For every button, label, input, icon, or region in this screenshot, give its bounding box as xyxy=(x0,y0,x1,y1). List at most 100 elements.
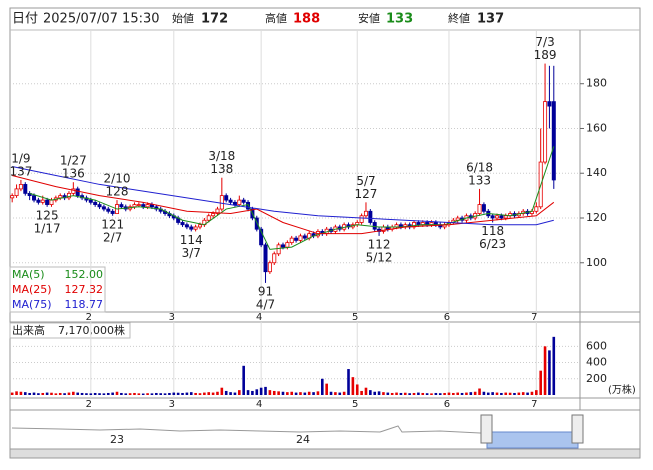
navigator-handle[interactable] xyxy=(571,414,584,444)
volume-bar xyxy=(111,392,114,395)
candle-body xyxy=(302,235,307,239)
candle-body xyxy=(267,262,272,273)
volume-bar xyxy=(264,386,267,395)
candle-body xyxy=(237,199,242,205)
ma-line xyxy=(12,174,555,235)
annotation-price: 136 xyxy=(62,167,85,181)
candle-body xyxy=(224,195,229,201)
volume-bar xyxy=(500,392,503,395)
volume-bar xyxy=(41,392,45,395)
candle-body xyxy=(110,210,115,214)
annotation-price: 121 xyxy=(101,217,124,231)
high-value: 188 xyxy=(293,12,320,27)
volume-bar xyxy=(469,392,473,395)
volume-bar xyxy=(312,392,315,395)
volume-bar xyxy=(242,365,245,395)
volume-bar xyxy=(552,336,556,395)
candle-body xyxy=(416,222,421,226)
candle-body xyxy=(14,188,19,197)
candle-body xyxy=(32,195,37,201)
candle-body xyxy=(93,201,98,205)
volume-bar xyxy=(124,393,128,395)
low-label: 安値 xyxy=(358,11,380,25)
annotation-date: 1/9 xyxy=(11,151,30,165)
annotation-date: 3/7 xyxy=(182,246,201,260)
volume-bar xyxy=(102,393,106,395)
navigator-handle[interactable] xyxy=(480,414,493,444)
volume-bar xyxy=(329,391,333,395)
scrollbar[interactable] xyxy=(9,448,641,459)
volume-unit: (万株) xyxy=(608,383,636,396)
candle-body xyxy=(289,237,294,244)
volume-bar xyxy=(163,393,167,395)
candle-body xyxy=(481,204,486,212)
volume-bar xyxy=(417,392,420,395)
candle-body xyxy=(45,199,50,205)
volume-bar xyxy=(452,392,455,395)
volume-bar xyxy=(45,392,49,395)
candle-body xyxy=(23,184,28,194)
ma-line xyxy=(29,146,555,250)
candle-body xyxy=(36,199,41,203)
candle-body xyxy=(280,244,285,248)
x-tick-label: 5 xyxy=(352,312,358,323)
volume-bar xyxy=(377,391,381,395)
volume-bar xyxy=(23,392,27,395)
volume-bar xyxy=(189,392,193,395)
y-tick-label: 120 xyxy=(586,211,607,224)
volume-bar xyxy=(286,392,289,395)
volume-bar xyxy=(72,391,75,395)
volume-bar xyxy=(137,393,141,395)
volume-bar xyxy=(473,391,477,395)
candle-body xyxy=(359,215,364,223)
volume-bar xyxy=(106,392,110,395)
annotation-price: 128 xyxy=(106,185,129,199)
x-tick-label: 4 xyxy=(256,399,262,410)
annotation-date: 1/27 xyxy=(60,154,87,168)
volume-bar xyxy=(172,392,176,395)
volume-bar xyxy=(325,383,328,395)
x-tick-label: 4 xyxy=(256,312,262,323)
candle-body xyxy=(228,199,233,203)
annotation-date: 2/10 xyxy=(104,172,131,186)
candle-body xyxy=(101,206,106,210)
legend-label: MA(25) xyxy=(12,283,52,296)
volume-bar xyxy=(521,392,525,395)
volume-bar xyxy=(478,388,481,395)
volume-bar xyxy=(19,391,23,395)
x-tick-label: 6 xyxy=(444,399,450,410)
datetime: 2025/07/07 15:30 xyxy=(43,12,160,27)
candle-body xyxy=(58,195,63,199)
volume-bar xyxy=(355,384,359,395)
candle-body xyxy=(372,222,377,230)
volume-bar xyxy=(141,393,145,395)
volume-bar xyxy=(438,393,442,395)
y-tick-label: 100 xyxy=(586,256,607,269)
candle-body xyxy=(363,210,368,217)
volume-bar xyxy=(369,390,372,395)
candle-body xyxy=(149,204,154,208)
volume-bar xyxy=(58,392,62,395)
annotation-price: 112 xyxy=(368,237,391,251)
close-label: 終値 xyxy=(448,11,470,25)
volume-bar xyxy=(76,392,80,395)
volume-bar xyxy=(351,377,355,395)
candle-body xyxy=(18,184,23,190)
candle-body xyxy=(368,210,373,223)
volume-bar xyxy=(37,393,40,395)
y-tick-label: 200 xyxy=(586,372,607,385)
navigator-range[interactable] xyxy=(486,431,579,449)
volume-bar xyxy=(390,392,394,395)
volume-last: 7,170,000株 xyxy=(58,323,125,337)
volume-bar xyxy=(526,392,529,395)
volume-bar xyxy=(535,390,538,395)
volume-bar xyxy=(155,392,158,395)
volume-bar xyxy=(54,393,58,395)
volume-bar xyxy=(120,392,123,395)
candle-body xyxy=(197,224,202,228)
volume-bar xyxy=(403,392,407,395)
candle-body xyxy=(10,195,15,199)
candle-body xyxy=(119,204,124,208)
annotation-price: 114 xyxy=(180,233,203,247)
